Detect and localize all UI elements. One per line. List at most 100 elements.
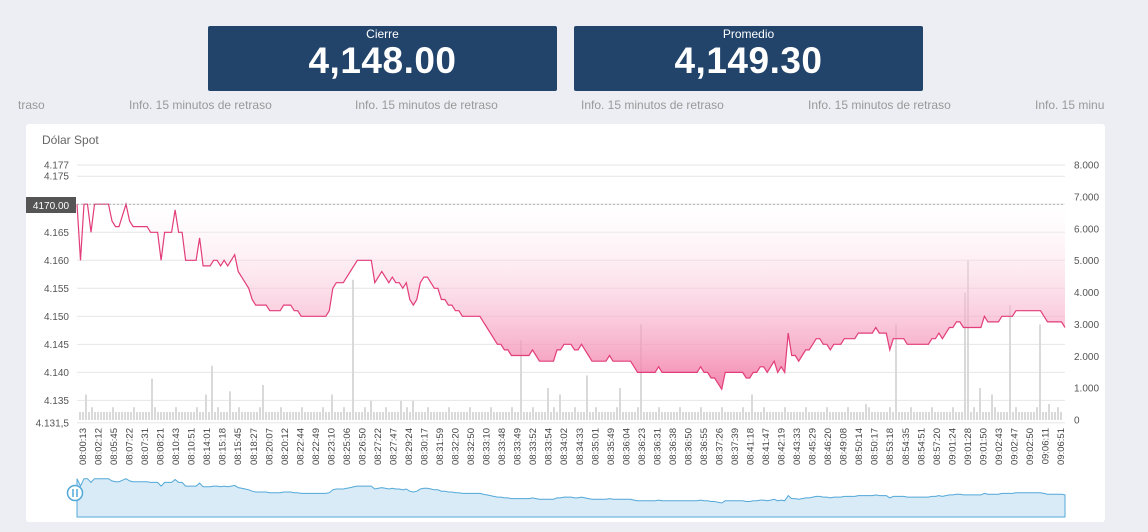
volume-bar	[355, 412, 357, 420]
volume-bar	[262, 384, 264, 420]
volume-bar	[610, 412, 612, 420]
volume-bar	[499, 412, 501, 420]
y-tick-label: 4.165	[44, 228, 69, 239]
volume-bar	[406, 407, 408, 420]
volume-bar	[124, 412, 126, 420]
volume-bar	[535, 412, 537, 420]
volume-bar	[292, 412, 294, 420]
volume-bar	[823, 412, 825, 420]
cierre-value: 4,148.00	[308, 40, 457, 81]
volume-bar	[916, 412, 918, 420]
volume-bar	[457, 412, 459, 420]
volume-bar	[871, 412, 873, 420]
volume-bar	[1057, 407, 1059, 420]
volume-bar	[880, 412, 882, 420]
y-tick-label: 4.131,5	[36, 418, 70, 429]
volume-bar	[430, 412, 432, 420]
volume-bar	[298, 412, 300, 420]
x-tick-label: 09:02:50	[1025, 428, 1036, 465]
volume-bar	[445, 412, 447, 420]
ticker-fragment-start: traso	[18, 98, 45, 112]
x-tick-label: 08:10:51	[187, 428, 198, 465]
volume-bar	[1018, 412, 1020, 420]
volume-bar	[814, 412, 816, 420]
volume-bar	[670, 412, 672, 420]
volume-bar	[328, 412, 330, 420]
volume-bar	[805, 407, 807, 420]
volume-bar	[658, 407, 660, 420]
volume-bar	[337, 412, 339, 420]
volume-bar	[109, 412, 111, 420]
promedio-value: 4,149.30	[674, 40, 823, 81]
x-tick-label: 08:37:39	[730, 428, 741, 465]
volume-bar	[217, 407, 219, 420]
volume-bar	[811, 412, 813, 420]
volume-bar	[742, 407, 744, 420]
x-tick-label: 08:43:33	[792, 428, 803, 465]
volume-bar	[205, 394, 207, 420]
volume-bar	[619, 388, 621, 420]
volume-bar	[466, 412, 468, 420]
volume-bar	[907, 412, 909, 420]
ticker-fragment-end: Info. 15 minu	[1035, 98, 1105, 112]
volume-bar	[631, 412, 633, 420]
volume-bar	[841, 412, 843, 420]
x-tick-label: 08:33:49	[513, 428, 524, 465]
x-tick-label: 08:42:19	[777, 428, 788, 465]
x-tick-label: 08:33:48	[497, 428, 508, 465]
volume-bar	[130, 412, 132, 420]
volume-bar	[958, 412, 960, 420]
volume-bar	[310, 412, 312, 420]
x-tick-label: 08:50:14	[854, 428, 865, 465]
volume-bar	[121, 412, 123, 420]
volume-bar	[274, 412, 276, 420]
volume-bar	[679, 407, 681, 420]
x-tick-label: 09:02:43	[994, 428, 1005, 465]
volume-bar	[160, 412, 162, 420]
volume-bar	[736, 412, 738, 420]
volume-bar	[91, 407, 93, 420]
y2-tick-label: 6.000	[1074, 224, 1099, 235]
volume-bar	[133, 407, 135, 420]
navigator[interactable]	[66, 478, 1066, 518]
x-tick-label: 08:36:38	[668, 428, 679, 465]
x-tick-label: 09:01:28	[963, 428, 974, 465]
volume-bar	[526, 412, 528, 420]
volume-bar	[286, 412, 288, 420]
volume-bar	[277, 412, 279, 420]
volume-bar	[325, 412, 327, 420]
volume-bar	[706, 412, 708, 420]
volume-bar	[622, 412, 624, 420]
volume-bar	[991, 394, 993, 420]
y-tick-label: 4.135	[44, 396, 69, 407]
volume-bar	[412, 400, 414, 420]
volume-bar	[886, 412, 888, 420]
volume-bar	[376, 412, 378, 420]
volume-bar	[853, 412, 855, 420]
volume-bar	[976, 412, 978, 420]
promedio-label: Promedio	[722, 27, 775, 41]
pause-icon[interactable]	[66, 484, 84, 502]
x-tick-label: 08:35:49	[606, 428, 617, 465]
x-tick-label: 08:49:08	[839, 428, 850, 465]
y-tick-label: 4.155	[44, 284, 69, 295]
volume-bar	[280, 407, 282, 420]
volume-bar	[100, 412, 102, 420]
volume-bar	[148, 412, 150, 420]
volume-bar	[877, 412, 879, 420]
volume-bar	[769, 412, 771, 420]
price-line	[76, 201, 1066, 391]
volume-bar	[964, 292, 966, 420]
volume-bar	[634, 412, 636, 420]
price-area	[77, 204, 1065, 390]
x-tick-label: 08:22:49	[311, 428, 322, 465]
x-tick-label: 08:20:12	[280, 428, 291, 465]
volume-bar	[967, 260, 969, 420]
volume-bar	[475, 412, 477, 420]
volume-bar	[1054, 412, 1056, 420]
x-tick-label: 08:45:29	[808, 428, 819, 465]
volume-bar	[574, 407, 576, 420]
volume-bar	[829, 412, 831, 420]
volume-bar	[361, 412, 363, 420]
